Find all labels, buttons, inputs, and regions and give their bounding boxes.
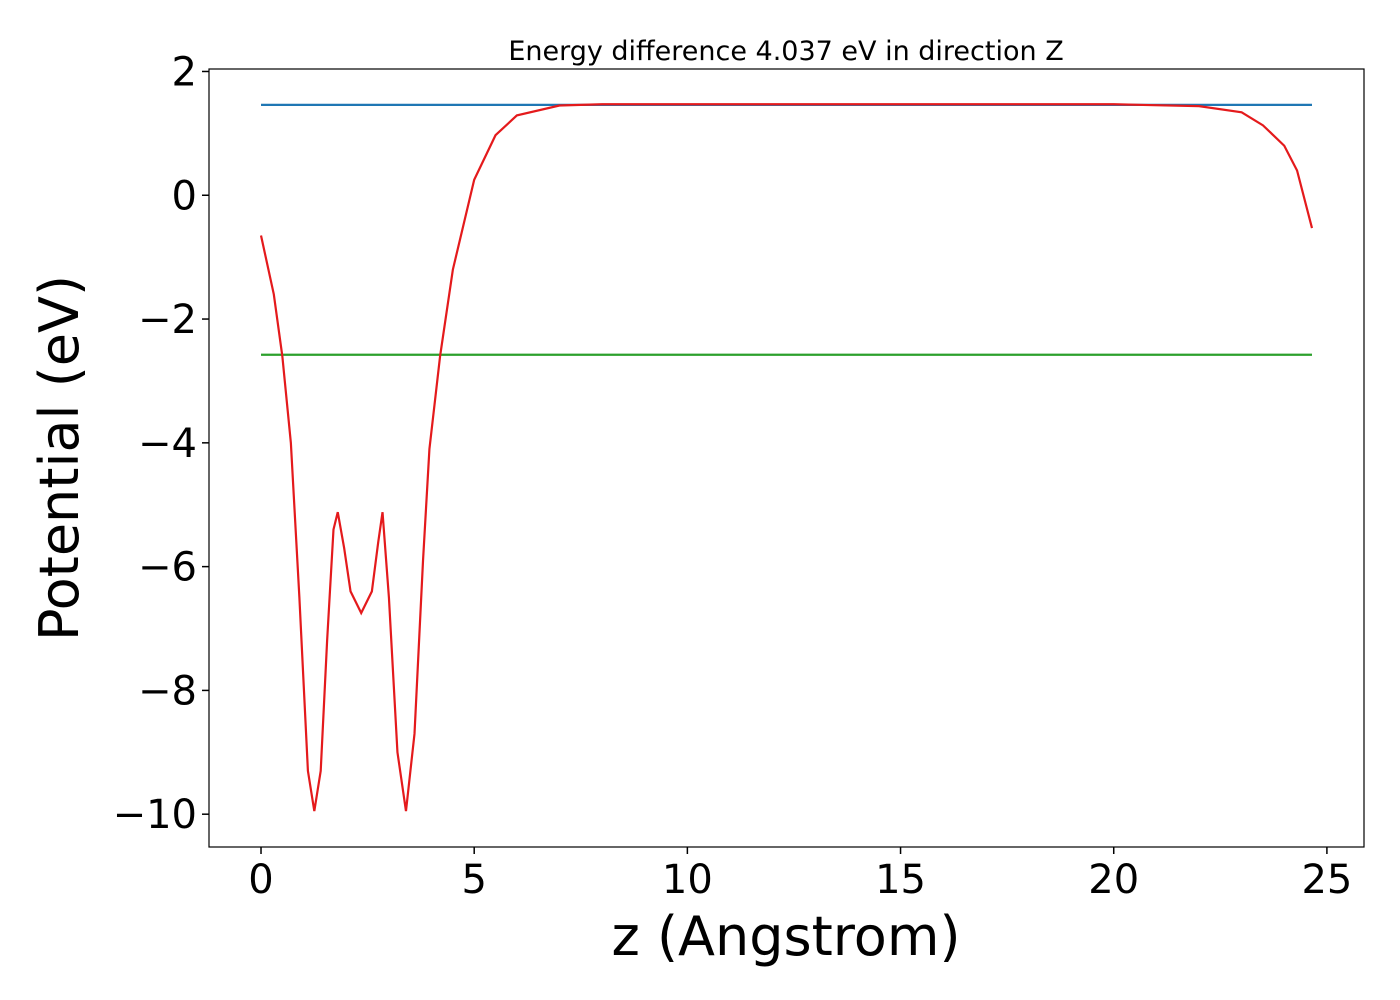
- x-axis-label: z (Angstrom): [611, 905, 960, 968]
- y-tick-label: −8: [138, 668, 197, 714]
- chart-title: Energy difference 4.037 eV in direction …: [508, 36, 1063, 67]
- y-tick-label: −4: [138, 421, 197, 467]
- x-tick-label: 0: [248, 857, 273, 903]
- y-tick-label: −6: [138, 545, 197, 591]
- y-tick-label: 2: [172, 49, 197, 95]
- y-axis-label: Potential (eV): [28, 275, 91, 641]
- series-line: [259, 103, 1314, 812]
- x-tick-label: 20: [1088, 857, 1139, 903]
- y-tick-label: −2: [138, 297, 197, 343]
- y-tick-label: 0: [172, 173, 197, 219]
- x-tick-label: 5: [461, 857, 486, 903]
- plot-frame: [208, 68, 1365, 848]
- y-tick-label: −10: [113, 792, 197, 838]
- x-tick-label: 15: [875, 857, 926, 903]
- x-tick-label: 10: [662, 857, 713, 903]
- x-tick-label: 25: [1301, 857, 1352, 903]
